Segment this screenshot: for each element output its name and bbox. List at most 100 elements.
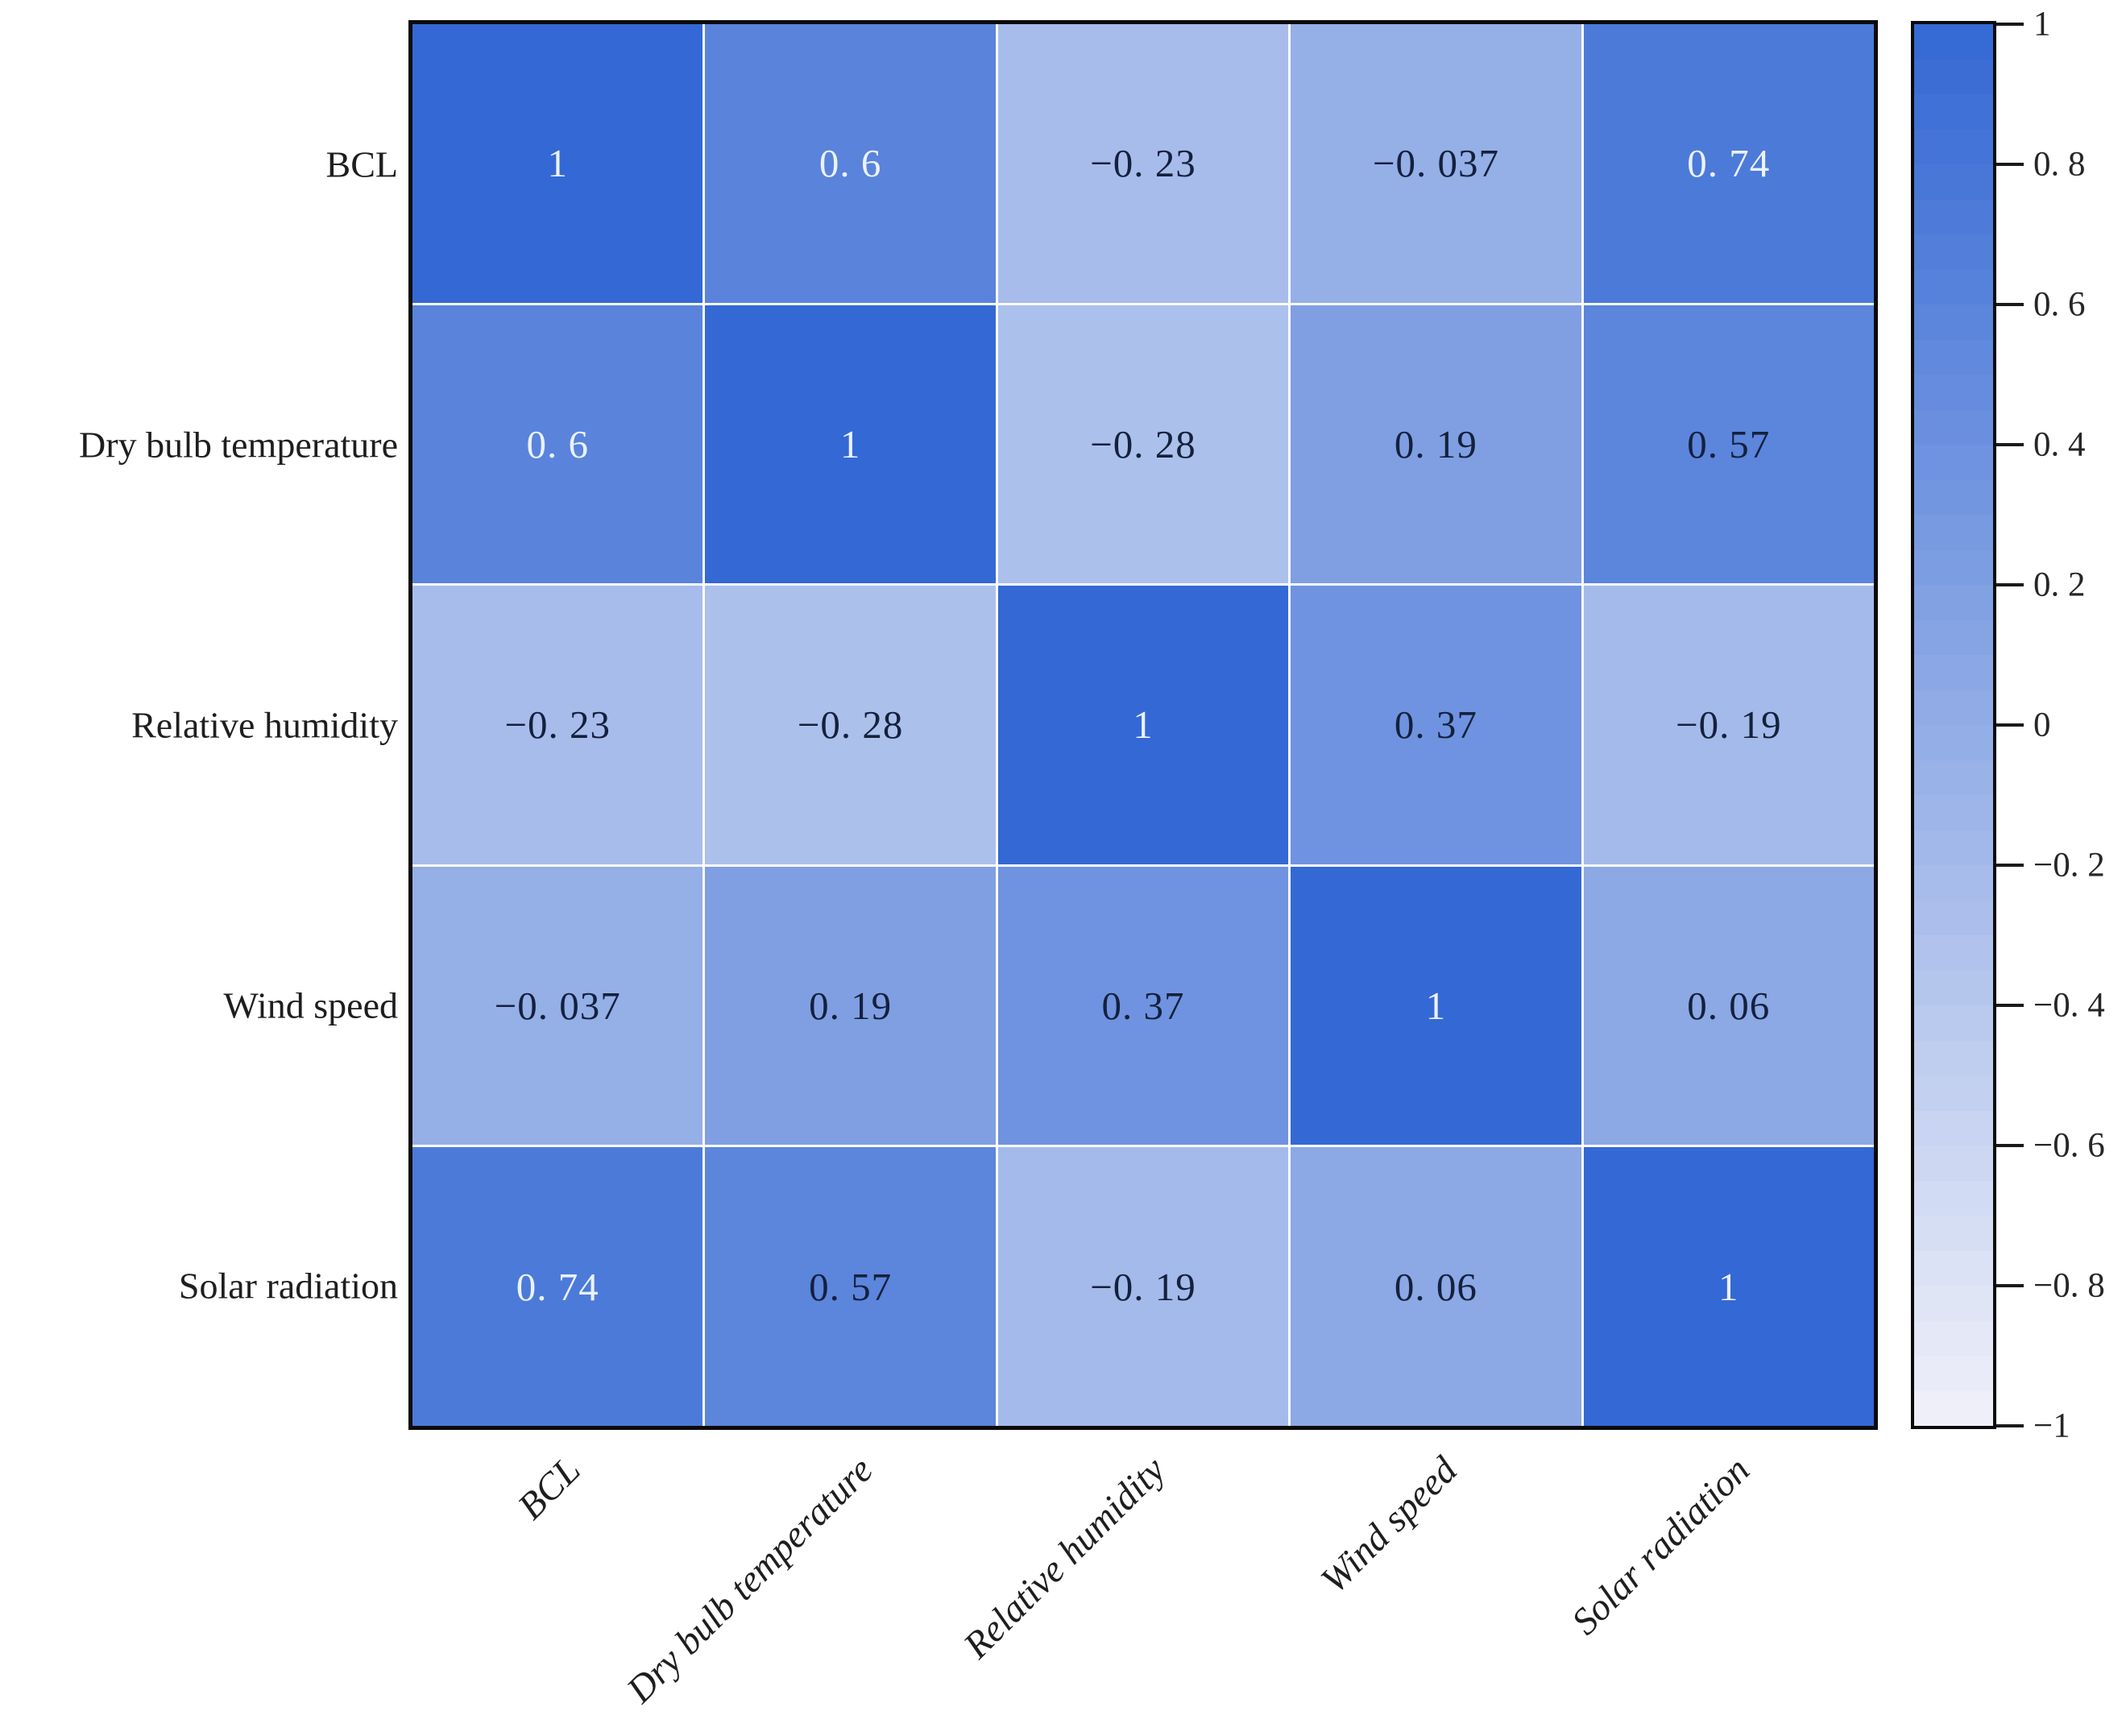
cell-value: −0. 19 — [1090, 1264, 1196, 1309]
colorbar-band — [1914, 409, 1993, 445]
colorbar-band — [1914, 1180, 1993, 1216]
colorbar-band — [1914, 655, 1993, 690]
cell-value: 1 — [547, 141, 568, 186]
colorbar-band — [1914, 970, 1993, 1005]
cell-value: 0. 6 — [526, 421, 589, 466]
colorbar-band — [1914, 479, 1993, 515]
cell-value: −0. 037 — [1372, 141, 1499, 186]
colorbar-tick-mark — [1996, 163, 2024, 166]
cell-value: 0. 57 — [809, 1264, 893, 1309]
colorbar-tick-label: 0 — [2033, 706, 2051, 744]
colorbar-tick-mark — [1996, 1144, 2024, 1147]
colorbar-band — [1914, 59, 1993, 94]
colorbar-tick-mark — [1996, 583, 2024, 586]
colorbar-band — [1914, 935, 1993, 971]
colorbar-band — [1914, 1040, 1993, 1075]
colorbar-band — [1914, 375, 1993, 410]
cell-value: −0. 037 — [494, 984, 621, 1029]
colorbar-band — [1914, 1110, 1993, 1146]
heatmap-cell: 1 — [1291, 866, 1581, 1146]
cell-value: 1 — [839, 421, 861, 466]
cell-value: 0. 37 — [1394, 702, 1477, 748]
heatmap-cell: 0. 57 — [1583, 305, 1874, 584]
heatmap-cell: 1 — [1583, 1147, 1874, 1426]
heatmap-cell: 0. 19 — [1291, 305, 1581, 584]
colorbar-band — [1914, 1320, 1993, 1356]
row-label-0: BCL — [325, 143, 398, 185]
colorbar-band — [1914, 830, 1993, 865]
colorbar-tick-mark — [1996, 723, 2024, 727]
colorbar-band — [1914, 795, 1993, 831]
cell-value: 0. 6 — [818, 141, 882, 186]
colorbar-band — [1914, 1146, 1993, 1181]
heatmap-cell: 0. 19 — [705, 866, 996, 1146]
colorbar-band — [1914, 1005, 1993, 1041]
colorbar-tick-mark — [1996, 303, 2024, 306]
colorbar-band — [1914, 269, 1993, 305]
heatmap-cell: −0. 037 — [1291, 24, 1581, 303]
heatmap-cell: 1 — [412, 24, 703, 303]
colorbar-band — [1914, 24, 1993, 60]
heatmap-cell: 0. 06 — [1583, 866, 1874, 1146]
colorbar — [1911, 21, 1996, 1429]
colorbar-band — [1914, 1250, 1993, 1286]
row-label-1: Dry bulb temperature — [79, 424, 398, 466]
colorbar-band — [1914, 549, 1993, 585]
colorbar-band — [1914, 1075, 1993, 1111]
colorbar-band — [1914, 690, 1993, 725]
colorbar-tick-label: 0. 4 — [2033, 425, 2086, 464]
colorbar-band — [1914, 164, 1993, 200]
cell-value: −0. 19 — [1675, 702, 1782, 748]
heatmap-cell: 0. 74 — [1583, 24, 1874, 303]
colorbar-band — [1914, 1356, 1993, 1391]
x-axis-label-4: Solar radiation — [1564, 1448, 1759, 1643]
heatmap-cell: 0. 57 — [705, 1147, 996, 1426]
x-axis-label-3: Wind speed — [1313, 1448, 1466, 1601]
heatmap-cell: 0. 6 — [705, 24, 996, 303]
colorbar-band — [1914, 339, 1993, 375]
cell-value: 1 — [1425, 984, 1447, 1029]
colorbar-tick-label: −0. 4 — [2033, 986, 2105, 1025]
cell-value: 0. 06 — [1394, 1264, 1477, 1309]
colorbar-band — [1914, 585, 1993, 620]
heatmap-cell: −0. 037 — [412, 866, 703, 1146]
heatmap-grid: 1 0. 6 −0. 23 −0. 037 0. 74 0. 6 1 −0. 28 0. 19 0… — [412, 24, 1874, 1426]
heatmap-cell: −0. 23 — [412, 586, 703, 864]
heatmap-cell: −0. 19 — [1583, 586, 1874, 864]
cell-value: 1 — [1133, 702, 1154, 748]
heatmap-plot-area: 1 0. 6 −0. 23 −0. 037 0. 74 0. 6 1 −0. 28 0. 19 0… — [408, 20, 1878, 1430]
colorbar-gradient — [1914, 24, 1993, 1426]
x-axis-label-0: BCL — [510, 1448, 589, 1528]
cell-value: −0. 23 — [1090, 141, 1196, 186]
heatmap-cell: 1 — [997, 586, 1289, 864]
colorbar-band — [1914, 234, 1993, 270]
heatmap-cell: 0. 74 — [412, 1147, 703, 1426]
colorbar-band — [1914, 1390, 1993, 1426]
cell-value: 0. 06 — [1687, 984, 1771, 1029]
x-axis-label-1: Dry bulb temperature — [619, 1448, 881, 1712]
cell-value: −0. 28 — [1090, 421, 1196, 466]
colorbar-tick-label: 0. 8 — [2033, 145, 2086, 184]
row-label-3: Wind speed — [223, 984, 398, 1026]
x-axis-label-2: Relative humidity — [955, 1448, 1174, 1667]
colorbar-tick-mark — [1996, 23, 2024, 26]
colorbar-tick-mark — [1996, 864, 2024, 867]
cell-value: 0. 74 — [1687, 141, 1771, 186]
colorbar-band — [1914, 1216, 1993, 1251]
colorbar-band — [1914, 305, 1993, 340]
cell-value: 0. 37 — [1101, 984, 1185, 1029]
heatmap-cell: 0. 37 — [997, 866, 1289, 1146]
colorbar-tick-label: −1 — [2033, 1407, 2070, 1445]
colorbar-band — [1914, 515, 1993, 550]
cell-value: 0. 74 — [516, 1264, 599, 1309]
colorbar-tick-label: 1 — [2033, 5, 2051, 44]
heatmap-cell: 0. 06 — [1291, 1147, 1581, 1426]
colorbar-tick-mark — [1996, 443, 2024, 446]
heatmap-cell: −0. 19 — [997, 1147, 1289, 1426]
heatmap-cell: 1 — [705, 305, 996, 584]
colorbar-band — [1914, 129, 1993, 164]
row-label-4: Solar radiation — [178, 1265, 398, 1307]
heatmap-cell: −0. 28 — [705, 586, 996, 864]
colorbar-band — [1914, 445, 1993, 480]
